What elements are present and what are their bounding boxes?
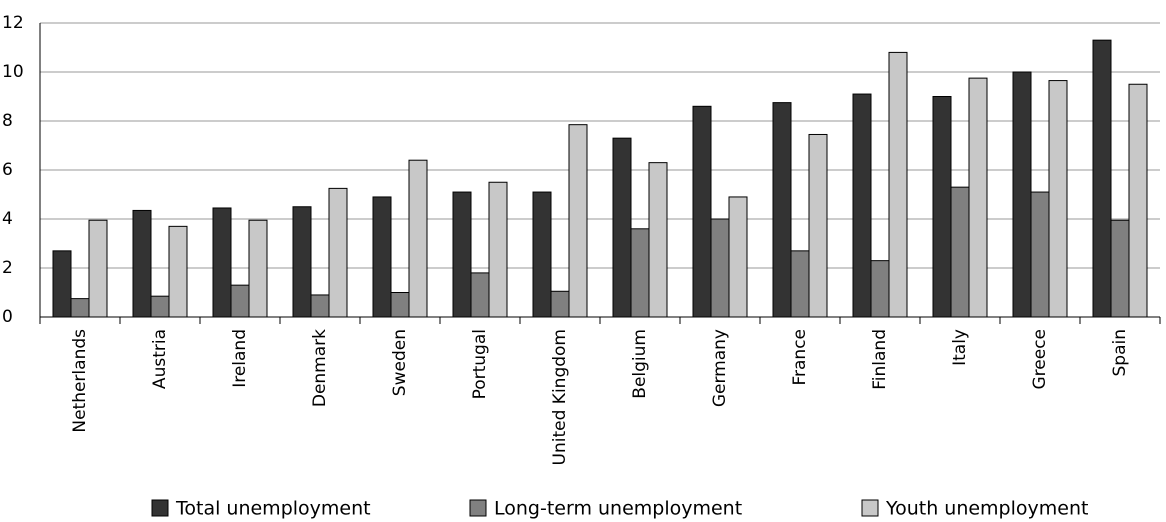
bar — [772, 102, 792, 318]
bar — [968, 77, 988, 318]
x-tick-label: Finland — [870, 329, 890, 390]
bar — [852, 93, 872, 318]
bar — [88, 219, 108, 318]
bar — [612, 137, 632, 318]
bar — [888, 51, 908, 318]
bar — [52, 250, 72, 318]
bar — [452, 191, 472, 318]
legend-swatch — [861, 499, 879, 517]
bar — [870, 260, 890, 318]
bar — [408, 159, 428, 318]
bar — [532, 191, 552, 318]
legend-label: Total unemployment — [175, 498, 371, 520]
bar — [1012, 71, 1032, 318]
bar — [1092, 39, 1112, 318]
bar — [132, 209, 152, 318]
bar — [710, 218, 730, 318]
bar — [470, 272, 490, 318]
bar — [728, 196, 748, 318]
bar — [568, 124, 588, 318]
bar — [390, 292, 410, 318]
y-tick-label: 8 — [2, 111, 13, 131]
bar — [150, 295, 170, 318]
y-tick-label: 12 — [2, 13, 24, 33]
bar — [932, 96, 952, 318]
bar — [230, 284, 250, 318]
x-tick-label: United Kingdom — [550, 329, 570, 465]
bar — [550, 290, 570, 318]
bar — [808, 133, 828, 318]
y-tick-label: 2 — [2, 258, 13, 278]
x-tick-label: Portugal — [470, 329, 490, 399]
x-tick-label: France — [790, 329, 810, 386]
y-tick-label: 6 — [2, 160, 13, 180]
y-tick-label: 10 — [2, 62, 24, 82]
bar — [328, 187, 348, 318]
bar — [692, 105, 712, 318]
legend-label: Youth unemployment — [885, 498, 1088, 520]
bar — [950, 186, 970, 318]
legend-swatch — [469, 499, 487, 517]
bar — [648, 162, 668, 318]
x-tick-label: Greece — [1030, 329, 1050, 390]
bar — [310, 294, 330, 318]
bar — [372, 196, 392, 318]
x-tick-label: Sweden — [390, 329, 410, 396]
y-tick-label: 0 — [2, 307, 13, 327]
bar — [168, 225, 188, 318]
x-tick-label: Italy — [950, 329, 970, 366]
legend-label: Long-term unemployment — [494, 498, 742, 520]
x-tick-label: Netherlands — [70, 329, 90, 433]
bar — [1110, 219, 1130, 318]
x-tick-label: Spain — [1110, 329, 1130, 377]
x-tick-label: Denmark — [310, 329, 330, 407]
bar — [630, 228, 650, 318]
bar — [1030, 191, 1050, 318]
x-tick-label: Germany — [710, 329, 730, 407]
y-tick-label: 4 — [2, 209, 13, 229]
x-tick-label: Belgium — [630, 329, 650, 399]
bar — [292, 206, 312, 318]
x-tick-label: Ireland — [230, 329, 250, 388]
bar — [212, 207, 232, 318]
x-tick-label: Austria — [150, 329, 170, 389]
bar — [1128, 83, 1148, 318]
bar — [1048, 80, 1068, 318]
legend-swatch — [151, 499, 169, 517]
bar — [790, 250, 810, 318]
bar — [488, 181, 508, 318]
bar — [70, 298, 90, 318]
bar — [248, 219, 268, 318]
